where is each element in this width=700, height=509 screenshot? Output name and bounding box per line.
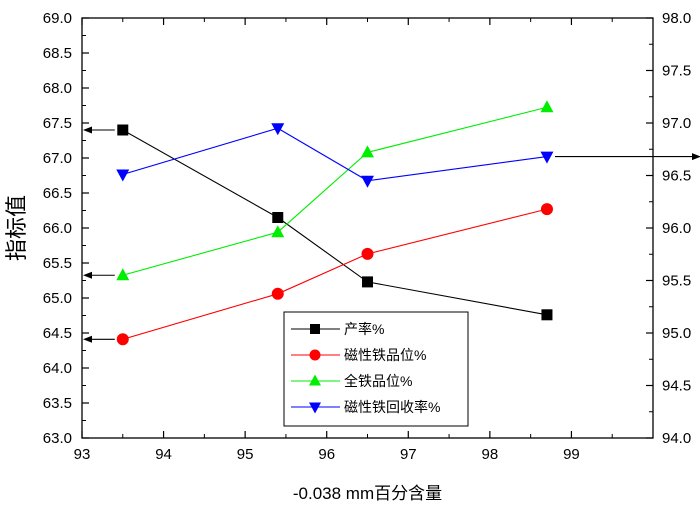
legend-entry: 产率% xyxy=(291,321,384,337)
y-left-tick-label: 69.0 xyxy=(43,10,72,27)
y-left-tick-label: 63.5 xyxy=(43,395,72,412)
marker-triangle-down xyxy=(309,402,321,414)
x-axis-label: -0.038 mm百分含量 xyxy=(293,484,442,503)
marker-circle xyxy=(271,287,284,300)
axis-arrow-head xyxy=(83,271,92,279)
marker-square xyxy=(272,212,284,223)
x-tick-label: 94 xyxy=(155,446,172,463)
series-1 xyxy=(117,124,553,321)
series-line xyxy=(122,106,548,276)
marker-square xyxy=(117,124,129,136)
series-3 xyxy=(116,100,554,281)
axis-arrows xyxy=(83,126,700,343)
y-axis-left: 63.0 63.5 64.0 64.5 65.0 65.5 66.0 66.5 67.0 67.5… xyxy=(43,10,89,447)
y-left-tick-label: 67.5 xyxy=(43,115,72,132)
y-left-tick-label: 63.0 xyxy=(43,430,72,447)
y-axis-label-left: 指标值 xyxy=(4,195,29,261)
y-left-tick-label: 65.0 xyxy=(43,290,72,307)
x-tick-label: 93 xyxy=(74,446,91,463)
marker-circle xyxy=(309,349,321,361)
marker-square xyxy=(541,309,553,321)
series-line xyxy=(122,208,548,340)
y-left-tick-label: 65.5 xyxy=(43,255,72,272)
series-line xyxy=(122,129,548,316)
legend-label: 磁性铁回收率% xyxy=(344,399,440,415)
y-left-tick-label: 64.5 xyxy=(43,325,72,342)
x-tick-label: 97 xyxy=(400,446,417,463)
marker-triangle-up xyxy=(540,100,554,113)
axis-arrow-head xyxy=(83,335,92,343)
legend-label: 产率% xyxy=(344,321,384,337)
series-line xyxy=(122,127,548,182)
marker-triangle-down xyxy=(361,175,374,188)
marker-triangle-up xyxy=(271,225,285,238)
legend-label: 磁性铁品位% xyxy=(344,347,426,363)
marker-triangle-up xyxy=(361,145,374,158)
series-2 xyxy=(116,203,553,346)
y-right-tick-label: 98.0 xyxy=(662,10,691,27)
y-left-tick-label: 66.0 xyxy=(43,220,72,237)
x-axis: 93 94 95 96 97 98 99 xyxy=(74,18,613,463)
y-right-tick-label: 94.5 xyxy=(662,378,691,395)
y-right-tick-label: 94.0 xyxy=(662,430,691,447)
legend-entry: 磁性铁品位% xyxy=(291,347,426,363)
y-right-tick-label: 97.0 xyxy=(662,115,691,132)
marker-triangle-up xyxy=(309,374,321,386)
y-right-tick-label: 96.5 xyxy=(662,168,691,185)
x-tick-label: 96 xyxy=(318,446,335,463)
y-right-tick-label: 95.5 xyxy=(662,273,691,290)
legend-label: 全铁品位% xyxy=(344,373,412,389)
legend: 产率% 磁性铁品位% 全铁品位% 磁性铁回收率% xyxy=(283,311,469,427)
marker-triangle-down xyxy=(540,151,554,164)
x-tick-label: 98 xyxy=(482,446,499,463)
y-left-tick-label: 66.5 xyxy=(43,185,72,202)
y-right-tick-label: 96.0 xyxy=(662,220,691,237)
series-4 xyxy=(116,123,554,188)
marker-square xyxy=(362,276,373,288)
axis-arrow-head xyxy=(692,153,700,161)
legend-entry: 磁性铁回收率% xyxy=(291,399,440,415)
x-tick-label: 95 xyxy=(237,446,254,463)
marker-triangle-down xyxy=(271,123,285,136)
marker-circle xyxy=(540,203,553,216)
marker-circle xyxy=(361,247,374,260)
y-left-tick-label: 68.5 xyxy=(43,45,72,62)
marker-triangle-down xyxy=(116,169,130,182)
y-left-tick-label: 64.0 xyxy=(43,360,72,377)
y-axis-right: 94.0 94.5 95.0 95.5 96.0 96.5 97.0 97.5 98.0 xyxy=(646,10,691,447)
y-left-tick-label: 68.0 xyxy=(43,80,72,97)
y-right-tick-label: 95.0 xyxy=(662,325,691,342)
y-right-tick-label: 97.5 xyxy=(662,63,691,80)
marker-square xyxy=(310,324,320,334)
legend-entry: 全铁品位% xyxy=(291,373,412,389)
marker-circle xyxy=(116,333,129,346)
series-layer xyxy=(116,100,554,346)
axis-arrow-head xyxy=(83,126,92,134)
x-tick-label: 99 xyxy=(563,446,580,463)
marker-triangle-up xyxy=(116,268,130,281)
y-left-tick-label: 67.0 xyxy=(43,150,72,167)
